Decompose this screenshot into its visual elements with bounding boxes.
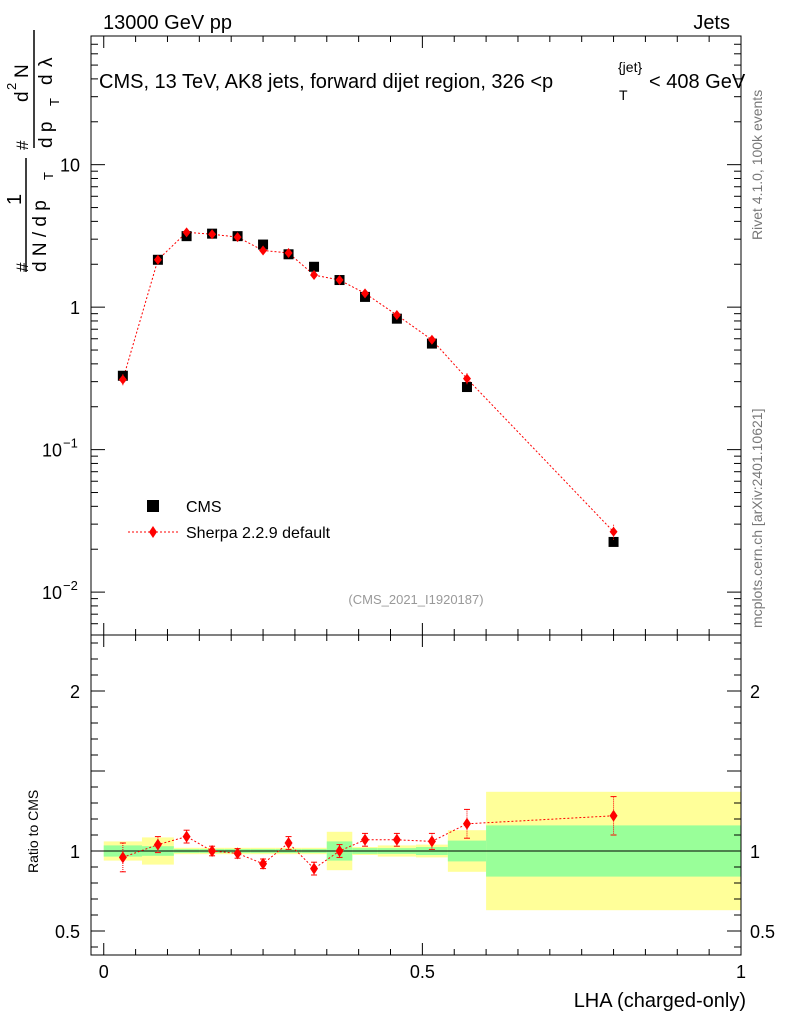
sherpa-point [427,334,436,345]
sherpa-ratio-point [335,845,344,857]
ylabel-dp: d p [36,122,57,148]
cms-point [258,239,269,250]
ratio-axis-title: Ratio to CMS [25,790,41,873]
sherpa-ratio-point [427,835,436,848]
main-frame [90,35,742,636]
analysis-id-label: (CMS_2021_I1920187) [348,592,483,607]
source-label: mcplots.cern.ch [arXiv:2401.10621] [749,409,765,628]
legend-sherpa-label: Sherpa 2.2.9 default [186,525,331,542]
sherpa-point [182,227,191,238]
sherpa-ratio-point [462,817,471,830]
sherpa-point [361,288,370,299]
y-axis-label-main: # 1 d N / d p T # d 2 N d p T d λ [4,30,62,272]
y-tick-label: 10 [60,156,80,176]
sherpa-point [118,374,127,385]
sherpa-ratio-point [609,809,618,822]
ratio-y-tick-label: 1 [70,842,80,862]
rivet-version-label: Rivet 4.1.0, 100k events [749,90,765,240]
ylabel-d-top: d [12,91,33,102]
chart-title-sub: T [619,87,628,103]
ratio-y-tick-label: 0.5 [55,922,80,942]
ylabel-lambda: λ [36,57,57,67]
sherpa-ratio-point [259,857,268,870]
cms-point [309,261,320,272]
sherpa-point [208,229,217,240]
x-tick-label: 0 [99,962,109,982]
sherpa-ratio-point [310,862,319,875]
sherpa-point [310,270,319,281]
chart-title-tail: < 408 GeV [649,71,746,93]
sherpa-ratio-line [122,815,614,870]
ylabel-n-top: N [12,64,33,78]
ylabel-hash-1: # [13,262,32,272]
chart-title: CMS, 13 TeV, AK8 jets, forward dijet reg… [99,59,746,103]
sherpa-ratio-point [153,838,162,851]
sherpa-line [122,231,614,533]
ylabel-denominator: d N / d p [30,200,51,272]
energy-label: 13000 GeV pp [103,12,232,34]
y-tick-label-exponent: −1 [63,436,78,451]
sherpa-ratio-point [208,845,217,857]
ylabel-power-2: 2 [4,83,19,90]
sherpa-point [284,247,293,258]
ratio-panel: 0 0.5 12 21 10.5 0.5 [55,634,775,982]
y-tick-label: 10 [42,441,62,461]
sherpa-point [153,254,162,265]
process-label: Jets [693,12,730,34]
cms-point [461,382,472,393]
y-tick-label: 1 [70,298,80,318]
ratio-y-tick-label: 2 [70,682,80,702]
ylabel-dp-sub: T [47,98,62,106]
sherpa-point [462,373,471,384]
sherpa-point [335,275,344,286]
sherpa-ratio-point [182,830,191,843]
sherpa-ratio-point [284,837,293,849]
x-tick-label: 1 [736,962,746,982]
ylabel-one: 1 [4,194,26,205]
ylabel-d-lambda-d: d [36,74,57,85]
legend-cms-marker [147,500,159,512]
cms-point [608,536,619,547]
legend-sherpa-marker [149,526,157,538]
sherpa-point [609,526,618,537]
sherpa-point [392,310,401,321]
ratio-y-tick-label-right: 1 [750,842,760,862]
y-tick-label-exponent: −2 [63,578,78,593]
sherpa-point [233,232,242,243]
sherpa-ratio-point [361,833,370,846]
legend: CMS Sherpa 2.2.9 default [128,499,331,542]
x-tick-label: 0.5 [410,962,435,982]
ylabel-denominator-sub: T [41,172,56,180]
y-tick-label: 10 [42,583,62,603]
chart-title-main: CMS, 13 TeV, AK8 jets, forward dijet reg… [99,71,553,93]
sherpa-ratio-point [118,851,127,864]
ratio-y-tick-label-right: 0.5 [750,922,775,942]
chart-title-sup: {jet} [618,59,642,75]
ylabel-hash-2: # [13,140,32,150]
x-axis-title: LHA (charged-only) [574,990,746,1012]
legend-cms-label: CMS [186,499,222,516]
ratio-frame [90,634,742,956]
sherpa-ratio-point [233,847,242,860]
sherpa-point [259,245,268,256]
ratio-y-tick-label-right: 2 [750,682,760,702]
sherpa-ratio-point [392,833,401,846]
